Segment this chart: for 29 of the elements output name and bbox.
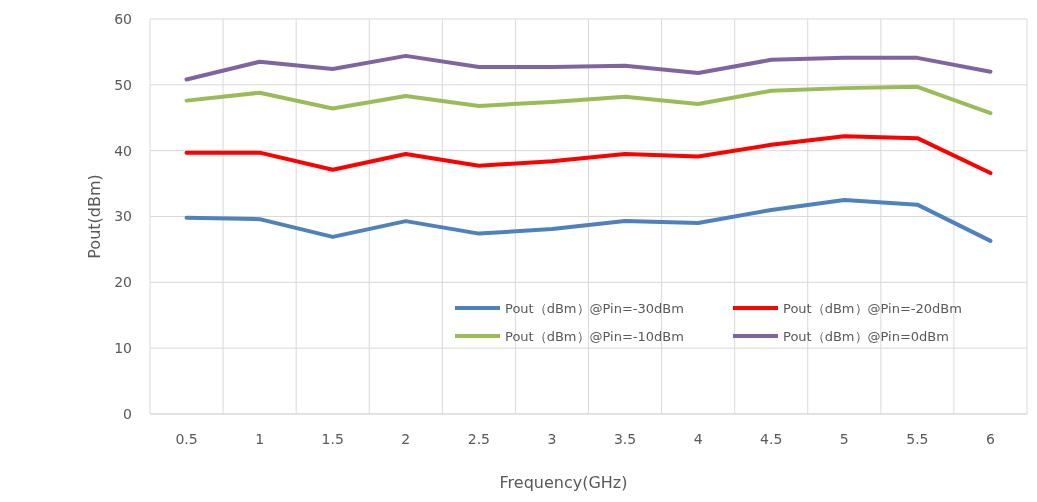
line-series bbox=[184, 53, 993, 82]
y-tick-label: 10 bbox=[114, 340, 132, 357]
x-tick-label: 0.5 bbox=[175, 431, 198, 447]
y-tick-label: 20 bbox=[114, 274, 132, 291]
legend-label: Pout（dBm）@Pin=-10dBm bbox=[505, 328, 684, 344]
y-tick-label: 40 bbox=[114, 142, 132, 159]
legend-label: Pout（dBm）@Pin=-20dBm bbox=[783, 300, 962, 316]
y-tick-label: 30 bbox=[114, 208, 132, 225]
x-tick-label: 1 bbox=[255, 431, 265, 447]
line-series bbox=[184, 84, 993, 116]
x-tick-label: 5 bbox=[839, 431, 849, 447]
y-tick-label: 50 bbox=[114, 76, 132, 93]
x-tick-label: 3 bbox=[547, 431, 557, 447]
x-tick-label: 4.5 bbox=[760, 431, 783, 447]
y-tick-label: 0 bbox=[123, 405, 132, 422]
y-tick-label: 60 bbox=[114, 10, 132, 27]
y-axis-title: Pout(dBm) bbox=[85, 174, 104, 259]
x-tick-label: 2 bbox=[401, 431, 411, 447]
x-tick-label: 5.5 bbox=[906, 431, 929, 447]
x-tick-label: 1.5 bbox=[321, 431, 344, 447]
line-series bbox=[184, 198, 993, 243]
legend-label: Pout（dBm）@Pin=0dBm bbox=[783, 328, 949, 344]
x-axis-title: Frequency(GHz) bbox=[499, 473, 628, 492]
x-tick-label: 2.5 bbox=[467, 431, 491, 447]
x-tick-label: 3.5 bbox=[613, 431, 637, 447]
x-tick-label: 4 bbox=[693, 431, 703, 447]
line-series bbox=[184, 134, 993, 176]
legend-label: Pout（dBm）@Pin=-30dBm bbox=[505, 300, 684, 316]
x-tick-label: 6 bbox=[986, 431, 995, 447]
